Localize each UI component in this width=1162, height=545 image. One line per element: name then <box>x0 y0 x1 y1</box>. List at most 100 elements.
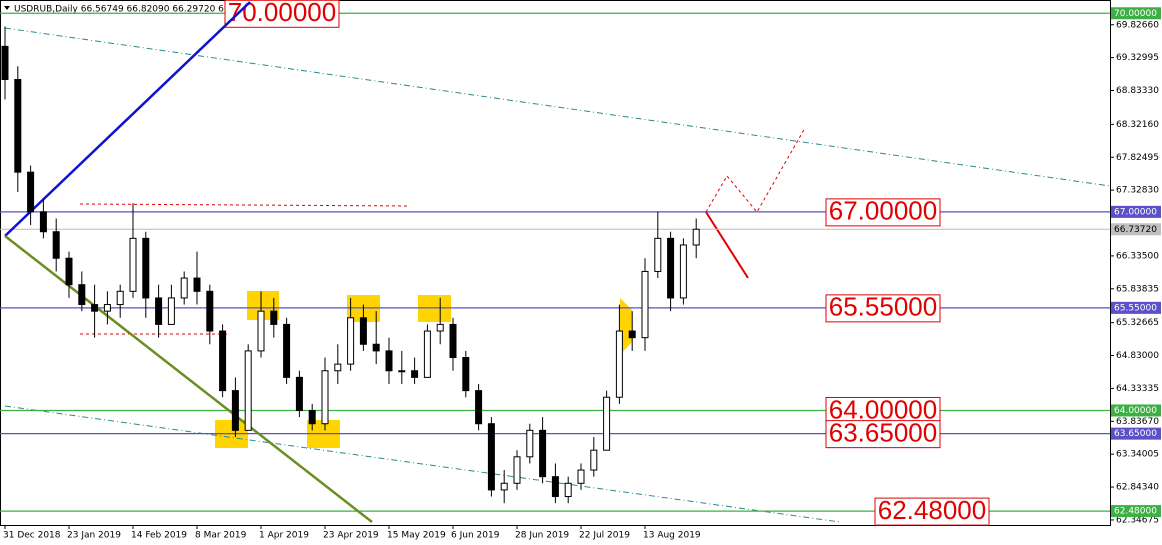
level-annotation: 62.48000 <box>878 495 986 525</box>
x-tick-label: 1 Apr 2019 <box>259 531 309 541</box>
level-axis-box <box>1111 505 1161 518</box>
y-tick-label: 62.34675 <box>1116 515 1159 525</box>
candle-body <box>103 304 111 312</box>
projection <box>705 127 806 213</box>
candle-body <box>155 297 163 325</box>
range-line <box>79 203 411 207</box>
candle-body <box>270 310 278 325</box>
candle-body <box>372 343 380 352</box>
candle-body <box>641 270 649 339</box>
candle-body <box>423 330 431 378</box>
level-axis-label: 63.65000 <box>1114 429 1157 439</box>
candle-body <box>321 370 329 425</box>
y-tick-label: 69.32995 <box>1116 53 1159 63</box>
candle-body <box>551 476 559 498</box>
candle-body <box>142 237 150 299</box>
level-annotation: 67.00000 <box>829 196 937 226</box>
candle-body <box>667 237 675 299</box>
projection <box>705 211 749 279</box>
level-annotation-box <box>825 198 941 227</box>
trend-line <box>4 27 1111 187</box>
level-axis-box <box>1111 404 1161 417</box>
level-annotation-box <box>825 294 941 323</box>
y-tick-label: 65.32665 <box>1116 318 1159 328</box>
candle-body <box>577 469 585 484</box>
level-annotation-box <box>874 497 990 526</box>
y-tick-label: 69.82660 <box>1116 20 1159 30</box>
level-axis-box <box>1111 427 1161 440</box>
candle-body <box>654 237 662 272</box>
candle-body <box>500 482 508 491</box>
x-tick-label: 22 Jul 2019 <box>579 531 630 541</box>
highlight-box <box>620 298 632 355</box>
level-axis-label: 67.00000 <box>1114 207 1157 217</box>
level-axis-label: 70.00000 <box>1114 9 1157 19</box>
y-tick-label: 65.83835 <box>1116 284 1159 294</box>
y-tick-label: 67.82495 <box>1116 153 1159 163</box>
level-axis-box <box>1111 7 1161 20</box>
x-tick-label: 14 Feb 2019 <box>131 531 187 541</box>
candle-body <box>91 304 99 312</box>
level-axis-label: 64.00000 <box>1114 406 1157 416</box>
y-tick-label: 68.83330 <box>1116 86 1159 96</box>
candle-body <box>590 449 598 471</box>
candle-body <box>526 429 534 458</box>
y-tick-label: 64.33335 <box>1116 384 1159 394</box>
candle-body <box>308 409 316 425</box>
candle-body <box>116 290 124 306</box>
candle-body <box>539 429 547 478</box>
candle-body <box>1 45 9 80</box>
candle-body <box>167 297 175 325</box>
candle-body <box>411 370 419 378</box>
candle-body <box>462 357 470 392</box>
current-price-box <box>1111 223 1161 236</box>
level-annotation-box <box>825 396 941 425</box>
level-annotation: 70.00000 <box>228 0 336 27</box>
x-tick-label: 8 Mar 2019 <box>195 531 247 541</box>
candle-body <box>257 310 265 352</box>
level-axis-box <box>1111 205 1161 218</box>
candle-body <box>628 330 636 339</box>
candle-body <box>180 277 188 299</box>
candle-body <box>65 257 73 286</box>
menu-arrow <box>4 6 10 10</box>
y-tick-label: 67.32830 <box>1116 186 1159 196</box>
trend-line <box>4 1 251 237</box>
y-tick-label: 64.83000 <box>1116 351 1159 361</box>
candle-body <box>449 323 457 359</box>
candle-body <box>193 277 201 292</box>
level-annotation: 63.65000 <box>829 418 937 448</box>
y-tick-label: 68.32160 <box>1116 120 1159 130</box>
candle-body <box>231 390 239 431</box>
candle-body <box>129 237 137 292</box>
x-tick-label: 6 Jun 2019 <box>451 531 500 541</box>
y-tick-label: 63.83670 <box>1116 417 1159 427</box>
candle-body <box>359 317 367 345</box>
candle-body <box>513 456 521 484</box>
chart-title: USDRUB,Daily 66.56749 66.82090 66.29720 … <box>14 5 261 15</box>
candle-body <box>39 211 47 233</box>
candle-body <box>27 171 35 213</box>
candle-body <box>475 390 483 425</box>
x-tick-label: 13 Aug 2019 <box>643 531 701 541</box>
candle-body <box>615 330 623 398</box>
candle-body <box>78 284 86 306</box>
candle-body <box>14 78 22 173</box>
candle-body <box>219 330 227 392</box>
candle-body <box>603 396 611 451</box>
candle-body <box>347 317 355 365</box>
candle-body <box>52 231 60 259</box>
candle-body <box>564 482 572 498</box>
candle-body <box>487 423 495 491</box>
level-axis-label: 65.55000 <box>1114 303 1157 313</box>
x-tick-label: 15 May 2019 <box>387 531 446 541</box>
y-tick-label: 66.33500 <box>1116 251 1159 261</box>
level-annotation-box <box>224 0 340 28</box>
level-axis-label: 62.48000 <box>1114 507 1157 517</box>
candle-body <box>692 228 700 246</box>
candle-body <box>398 370 406 373</box>
candle-body <box>679 244 687 299</box>
candle-body <box>244 350 252 431</box>
level-annotation: 64.00000 <box>829 394 937 424</box>
